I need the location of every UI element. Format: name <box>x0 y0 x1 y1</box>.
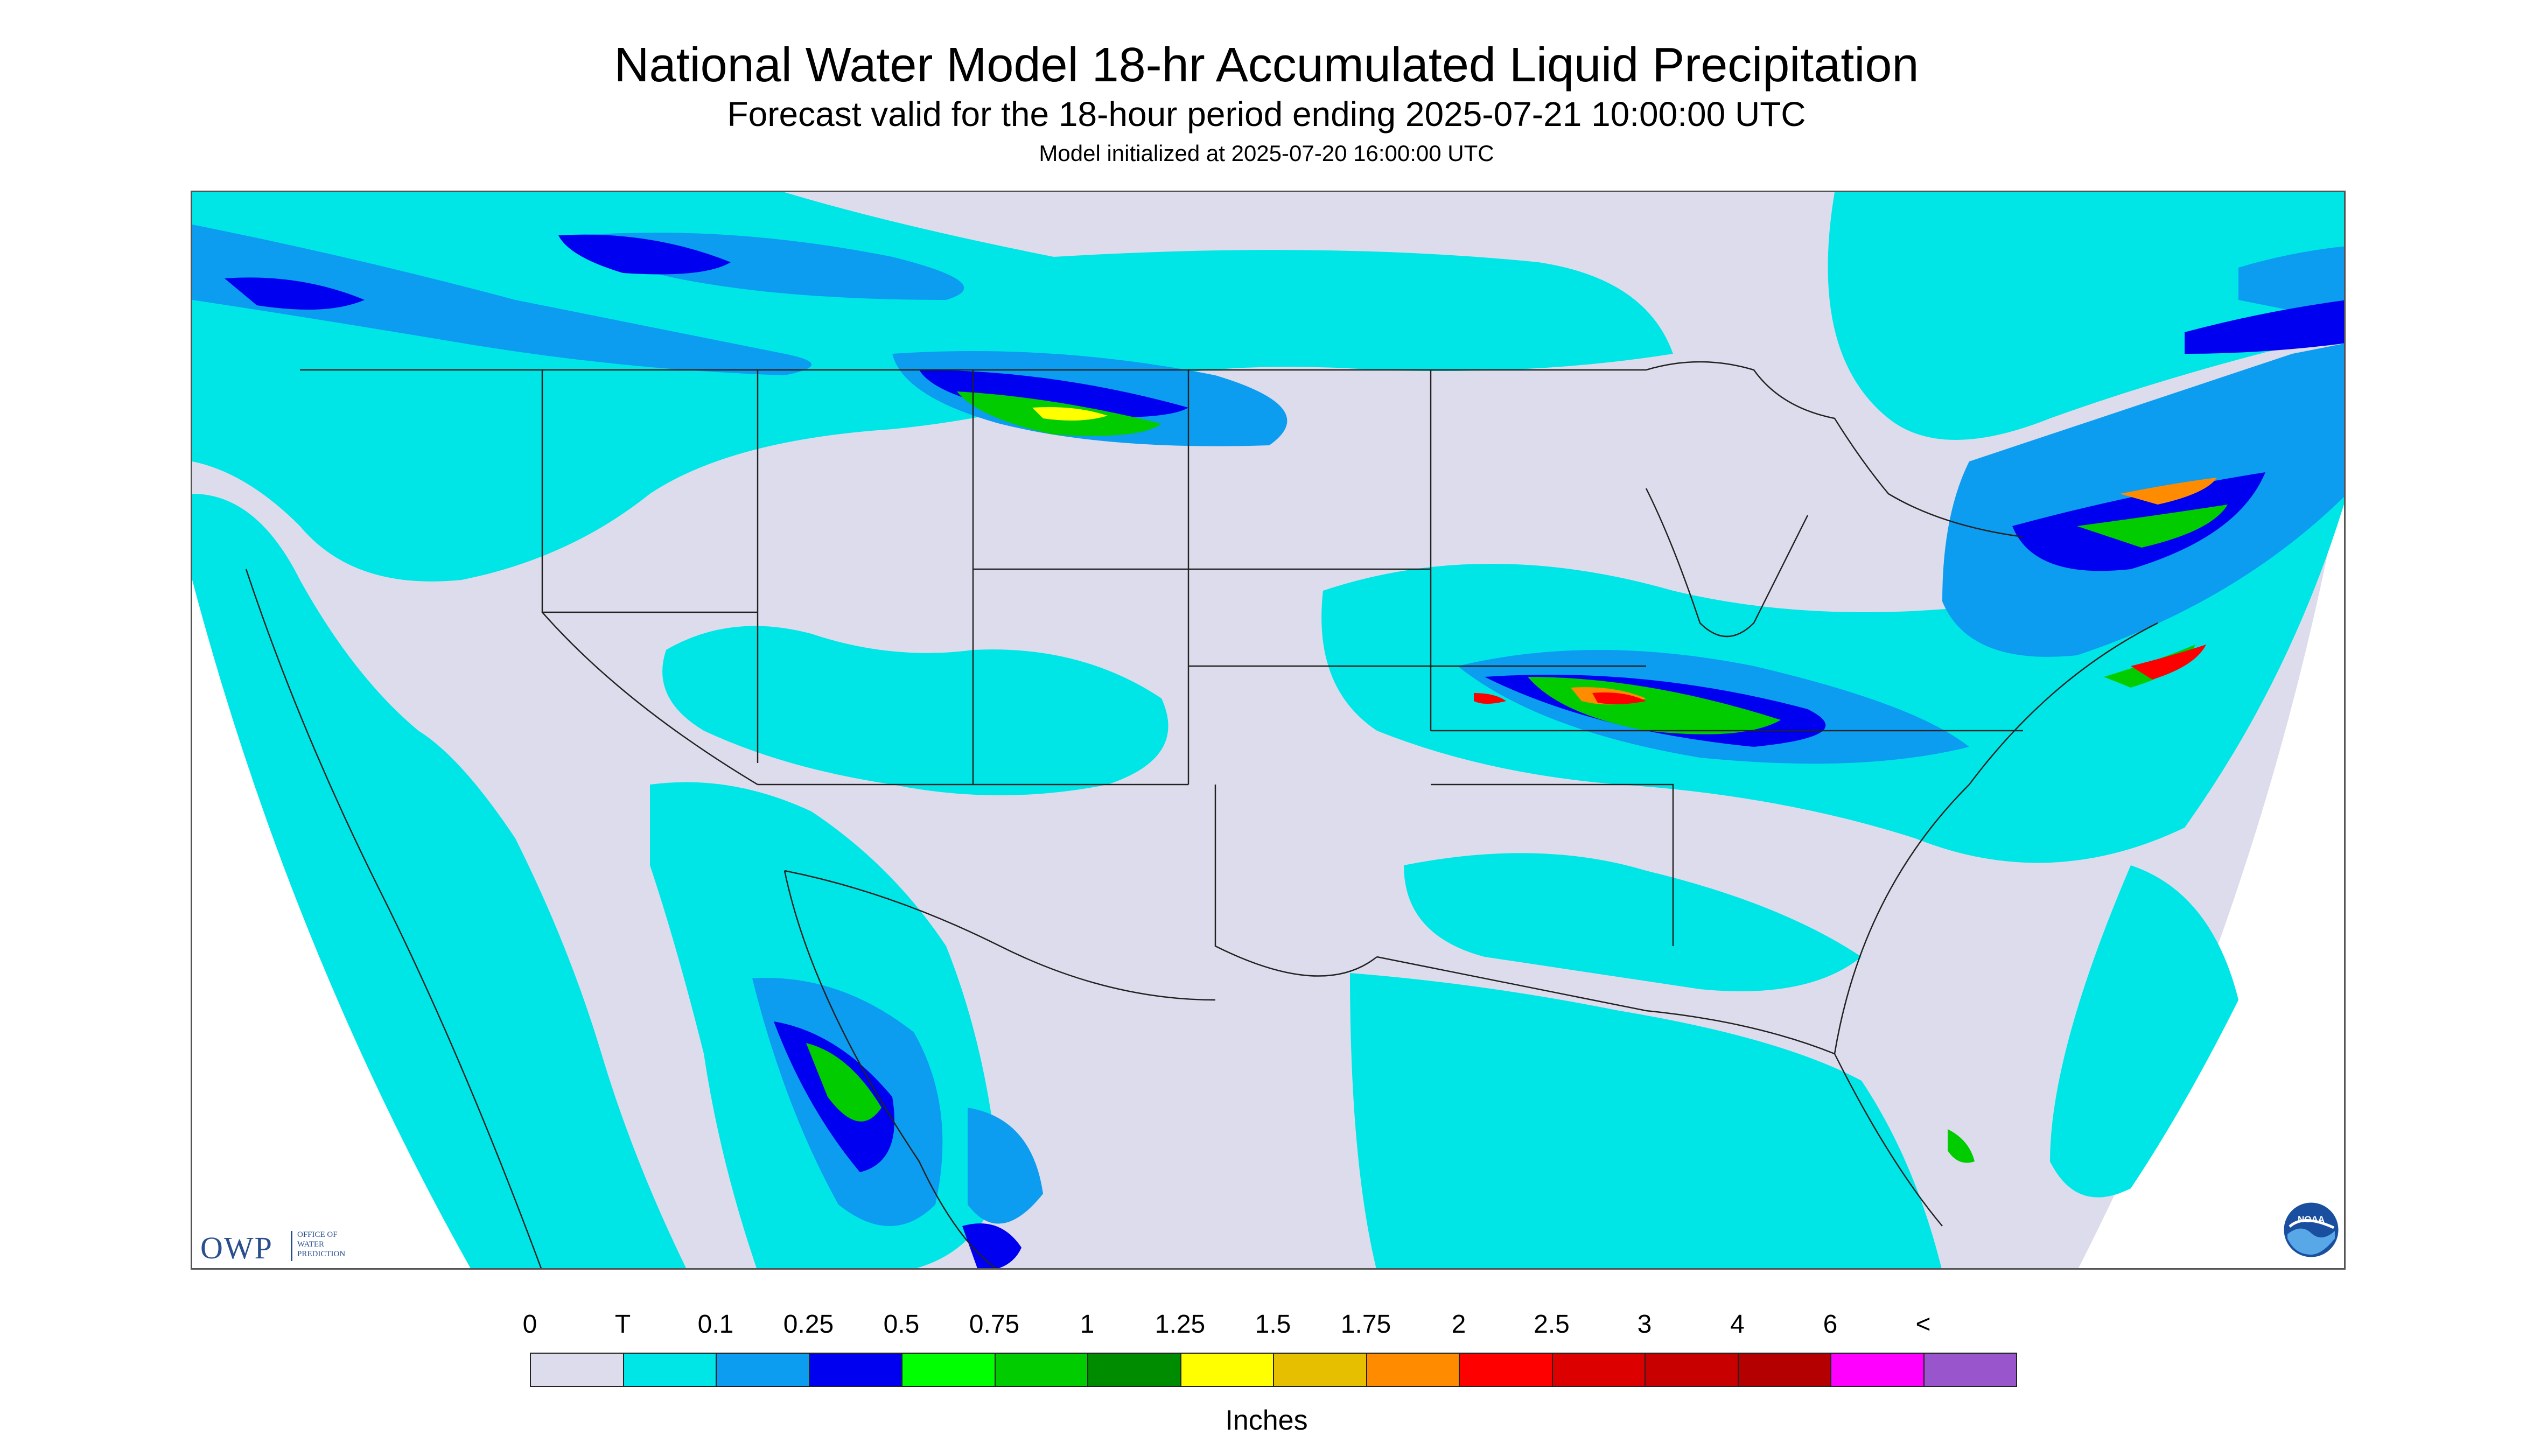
legend-tick-label: 1.5 <box>1255 1310 1291 1339</box>
legend-unit-label: Inches <box>1225 1405 1308 1436</box>
legend-tick-label: T <box>614 1310 631 1339</box>
map-subtitle: Forecast valid for the 18-hour period en… <box>727 95 1806 134</box>
map-title: National Water Model 18-hr Accumulated L… <box>614 38 1919 92</box>
legend-tick-label: 2.5 <box>1534 1310 1570 1339</box>
legend-tick-label: 0 <box>522 1310 537 1339</box>
noaa-logo: NOAA <box>2282 1201 2340 1259</box>
legend-tick-label: 3 <box>1637 1310 1652 1339</box>
legend-swatch-7 <box>1180 1353 1274 1387</box>
noaa-emblem-icon: NOAA <box>2282 1201 2340 1259</box>
legend-tick-label: 0.5 <box>883 1310 920 1339</box>
boundary-lines <box>245 361 2158 1268</box>
legend-tick-label: 0.1 <box>697 1310 734 1339</box>
legend-tick-label: 0.75 <box>969 1310 1020 1339</box>
legend-swatch-12 <box>1645 1353 1739 1387</box>
legend-tick-label: 1.25 <box>1154 1310 1206 1339</box>
legend: 0 T 0.1 0.25 0.5 0.75 1 1.25 1.5 1.75 2 2.5 3 4 6 < <box>0 1287 2533 1448</box>
legend-tick-label: 4 <box>1730 1310 1745 1339</box>
legend-tick-label: 1 <box>1080 1310 1095 1339</box>
legend-swatch-0 <box>530 1353 624 1387</box>
legend-swatch-6 <box>1087 1353 1181 1387</box>
legend-swatch-13 <box>1737 1353 1831 1387</box>
legend-tick-label: 1.75 <box>1340 1310 1391 1339</box>
owp-logo-line-3: PREDICTION <box>297 1250 346 1258</box>
intense-precip-cores <box>1032 407 2217 705</box>
legend-tick-label: 2 <box>1451 1310 1466 1339</box>
legend-swatch-15 <box>1923 1353 2017 1387</box>
legend-swatch-5 <box>994 1353 1088 1387</box>
legend-swatch-3 <box>808 1353 902 1387</box>
legend-swatch-2 <box>716 1353 810 1387</box>
legend-swatch-4 <box>901 1353 996 1387</box>
owp-logo-line-1: OFFICE OF <box>297 1230 338 1239</box>
legend-swatch-9 <box>1366 1353 1460 1387</box>
owp-logo-line-2: WATER <box>297 1240 324 1249</box>
legend-swatch-11 <box>1551 1353 1646 1387</box>
legend-swatch-8 <box>1273 1353 1367 1387</box>
owp-logo-divider <box>291 1231 292 1261</box>
legend-swatch-1 <box>622 1353 717 1387</box>
legend-tick-label: 6 <box>1823 1310 1838 1339</box>
noaa-logo-text: NOAA <box>2298 1214 2325 1224</box>
legend-tick-label: 0.25 <box>783 1310 834 1339</box>
model-init-line: Model initialized at 2025-07-20 16:00:00… <box>1039 141 1494 166</box>
legend-swatch-10 <box>1459 1353 1553 1387</box>
owp-logo-letters: OWP <box>200 1230 273 1265</box>
legend-tick-label: < <box>1915 1310 1931 1339</box>
owp-logo: OWP OFFICE OF WATER PREDICTION <box>200 1227 378 1265</box>
owp-logo-subtext: OFFICE OF WATER PREDICTION <box>297 1230 378 1259</box>
map-panel <box>191 191 2346 1270</box>
legend-swatch-14 <box>1830 1353 1925 1387</box>
precipitation-map <box>192 192 2344 1268</box>
